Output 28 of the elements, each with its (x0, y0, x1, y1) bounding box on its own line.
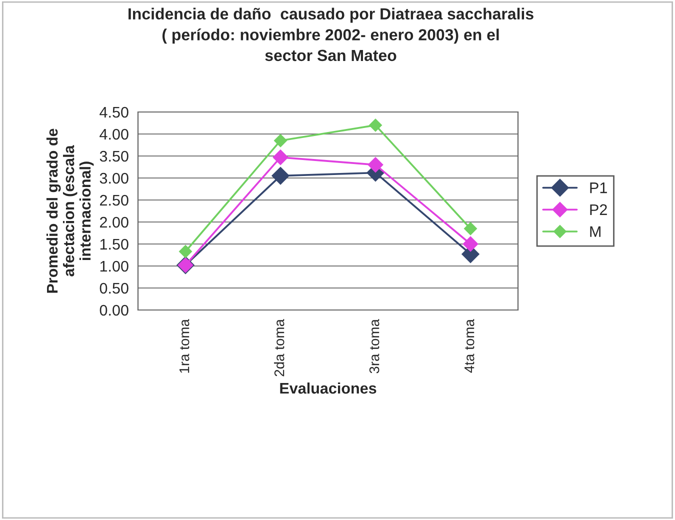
y-tick-label: 0.50 (100, 282, 128, 294)
y-tick-label: 3.50 (100, 150, 128, 162)
point (368, 118, 382, 132)
point (274, 134, 288, 148)
y-tick-label: 1.00 (100, 260, 128, 272)
y-axis-title: Promedio del grado de afectacion (escala internacional) (46, 128, 94, 293)
point (272, 150, 288, 166)
x-tick-label: 4ta toma (464, 319, 474, 373)
y-tick-label: 4.00 (100, 128, 128, 140)
x-tick-label: 3ra toma (369, 319, 380, 374)
point (462, 236, 478, 252)
y-tick-label: 2.00 (100, 216, 128, 228)
x-tick-label: 2da toma (274, 319, 284, 376)
legend-label: P1 (590, 182, 607, 194)
x-tick-label: 1ra toma (180, 319, 190, 373)
point (178, 244, 192, 258)
chart-title: Incidencia de daño causado por Diatraea saccharalis ( período: noviembre 2002- enero 2003) en el sector San Mateo (128, 8, 534, 62)
x-axis-title: Evaluaciones (280, 382, 376, 394)
y-tick-label: 4.50 (100, 106, 128, 118)
point (368, 157, 384, 172)
legend-label: P2 (590, 204, 607, 215)
y-tick-label: 0.00 (100, 304, 128, 316)
y-tick-label: 1.50 (100, 238, 128, 250)
point (464, 222, 478, 236)
y-tick-label: 3.00 (100, 172, 128, 184)
point (272, 166, 290, 185)
y-tick-label: 2.50 (100, 194, 128, 206)
legend-label: M (590, 226, 600, 237)
